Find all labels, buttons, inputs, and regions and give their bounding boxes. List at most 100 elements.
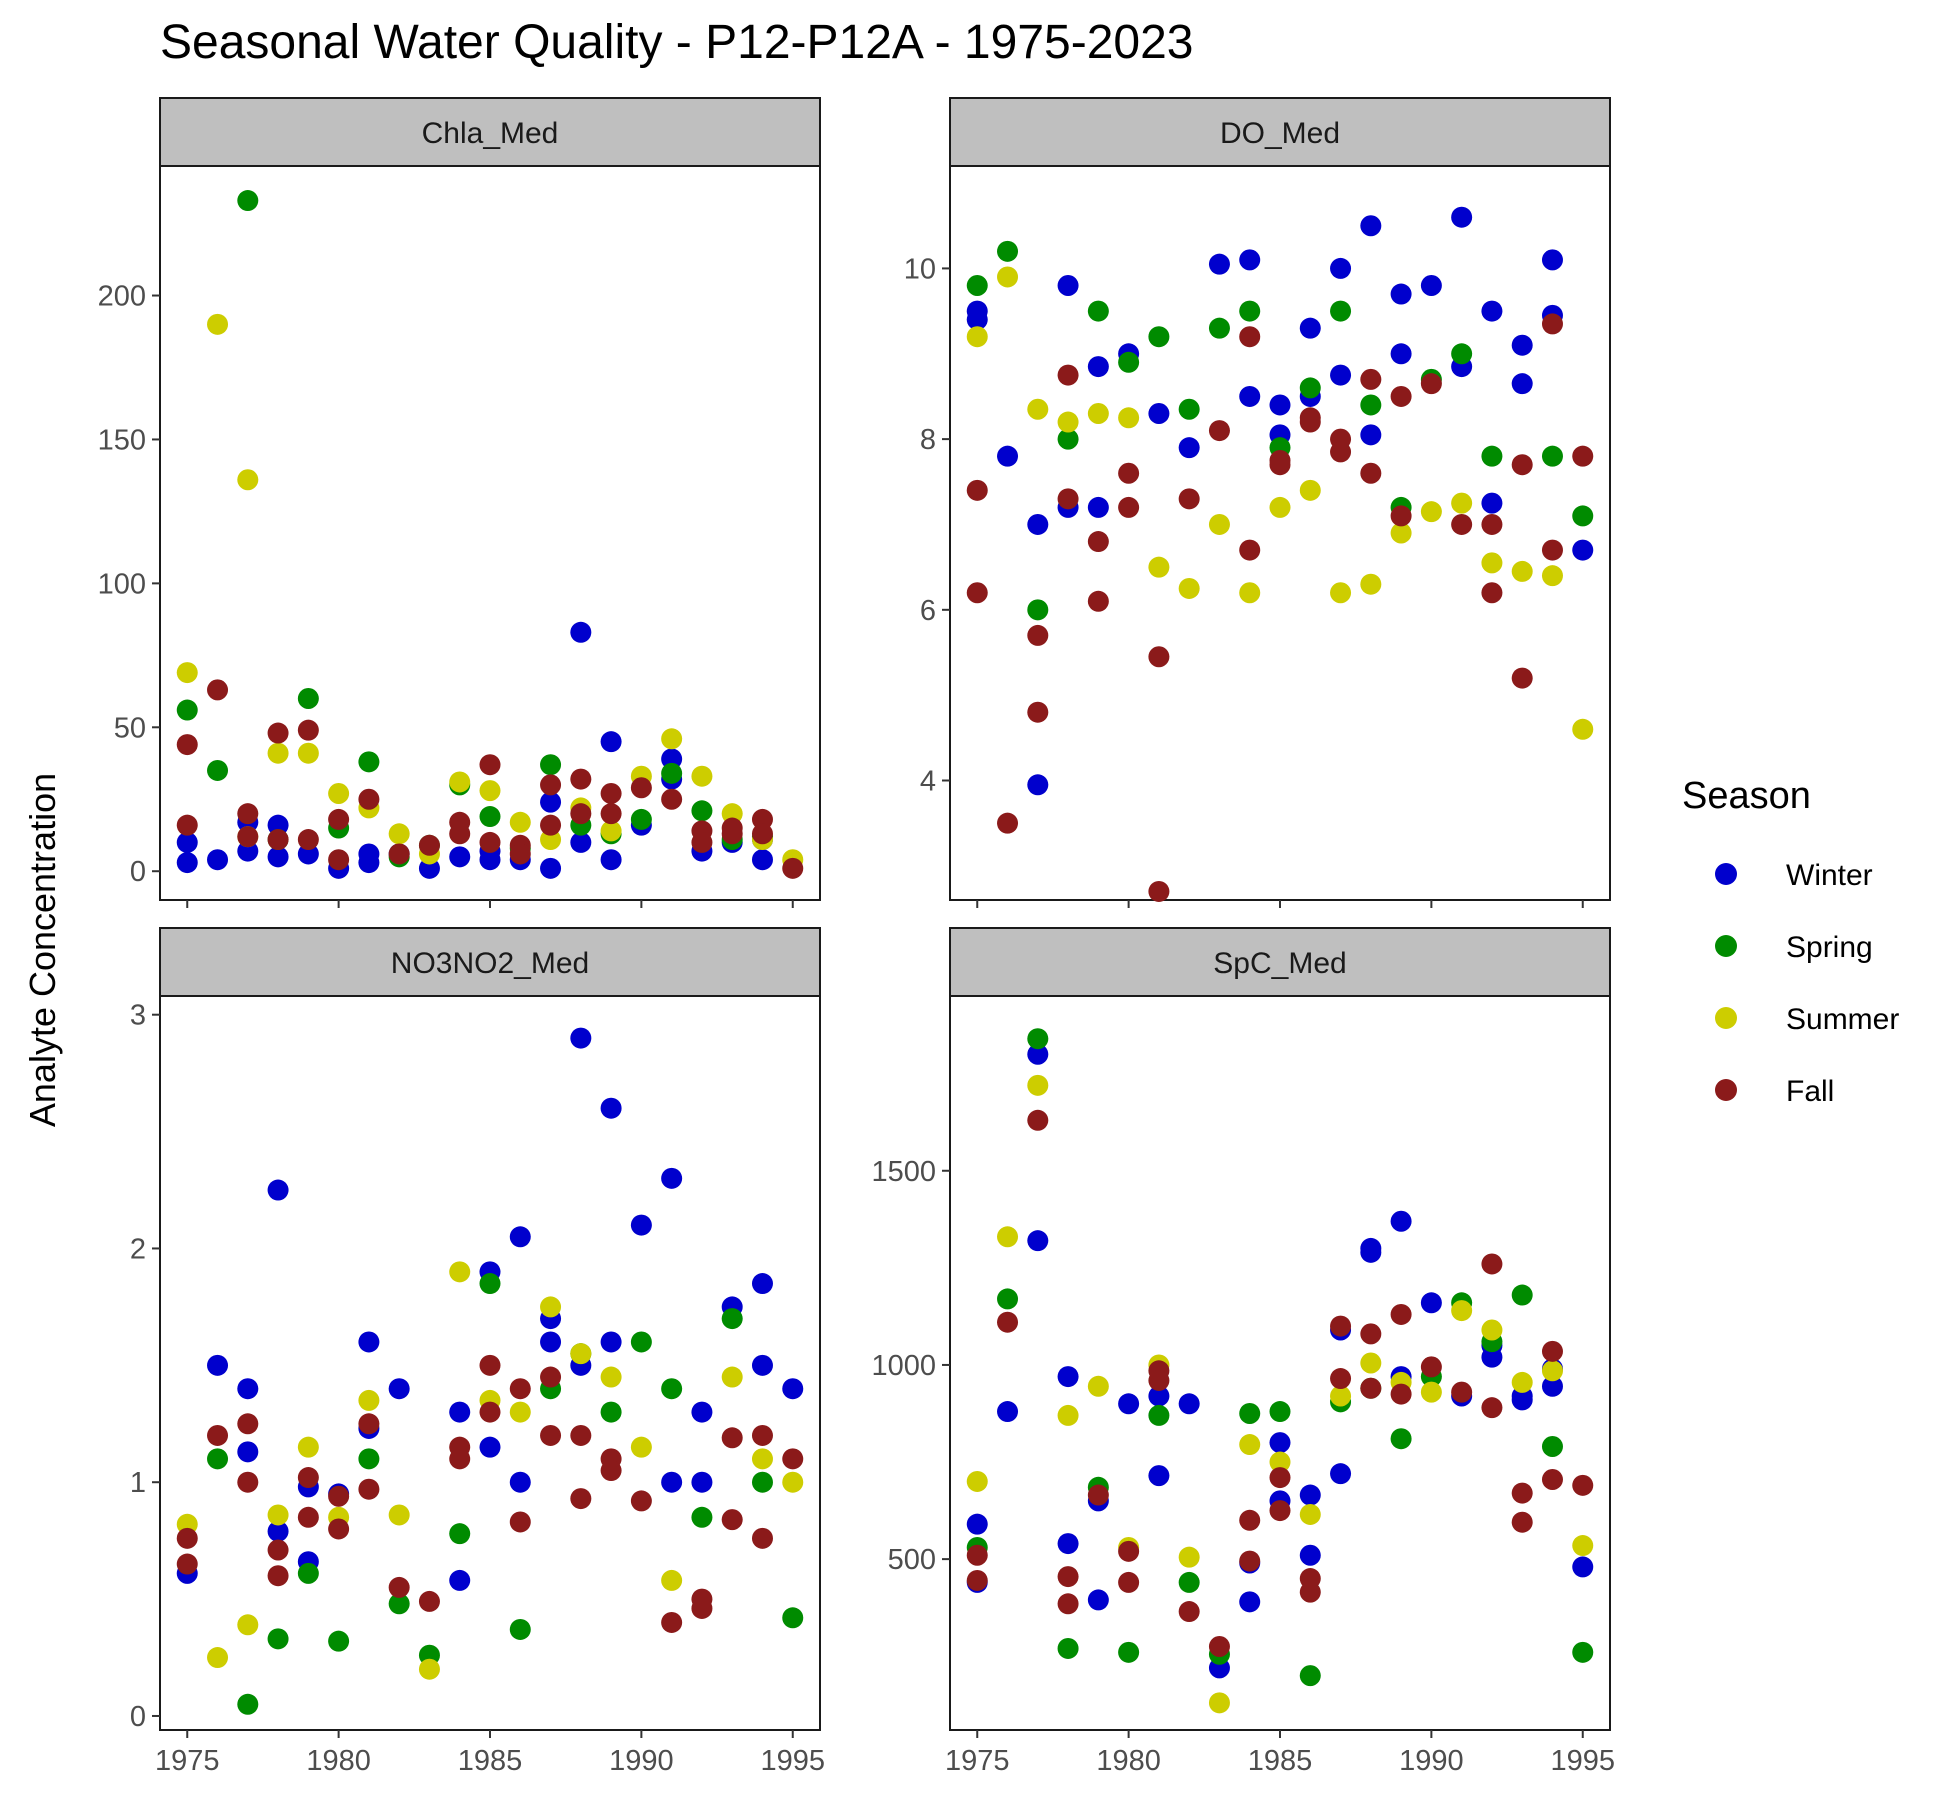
data-point-fall: [418, 1590, 440, 1612]
data-point-summer: [388, 823, 410, 845]
data-point-summer: [509, 1401, 531, 1423]
data-point-spring: [1057, 1637, 1079, 1659]
data-point-spring: [237, 1693, 259, 1715]
data-point-summer: [176, 662, 198, 684]
legend-label: Spring: [1786, 931, 1873, 964]
data-point-spring: [751, 1471, 773, 1493]
series-summer: [966, 266, 1594, 740]
data-point-fall: [1481, 1253, 1503, 1275]
data-point-summer: [1148, 556, 1170, 578]
data-point-summer: [630, 1436, 652, 1458]
data-point-summer: [297, 742, 319, 764]
data-point-winter: [1208, 253, 1230, 275]
data-point-spring: [1451, 343, 1473, 365]
data-point-fall: [1360, 1323, 1382, 1345]
y-tick-label: 2: [130, 1233, 146, 1265]
data-point-fall: [449, 1448, 471, 1470]
data-point-winter: [509, 1226, 531, 1248]
data-point-winter: [1390, 1210, 1412, 1232]
data-point-fall: [1330, 1368, 1352, 1390]
data-point-fall: [1269, 1467, 1291, 1489]
data-point-fall: [1178, 1601, 1200, 1623]
data-point-fall: [328, 849, 350, 871]
data-point-fall: [1178, 488, 1200, 510]
x-tick-label: 1995: [760, 1745, 825, 1777]
data-point-summer: [1208, 513, 1230, 535]
data-point-summer: [997, 1226, 1019, 1248]
series-summer: [966, 1074, 1594, 1714]
data-point-fall: [1057, 364, 1079, 386]
data-point-winter: [600, 849, 622, 871]
data-point-summer: [661, 728, 683, 750]
data-point-spring: [1481, 445, 1503, 467]
data-point-fall: [751, 808, 773, 830]
y-tick-label: 1000: [871, 1350, 936, 1382]
data-point-spring: [630, 1331, 652, 1353]
data-point-fall: [540, 1424, 562, 1446]
data-point-winter: [479, 1436, 501, 1458]
data-point-fall: [570, 803, 592, 825]
data-point-winter: [449, 1401, 471, 1423]
data-point-winter: [1420, 274, 1442, 296]
strip-label: SpC_Med: [1213, 947, 1346, 980]
data-point-winter: [1087, 1589, 1109, 1611]
data-point-fall: [721, 823, 743, 845]
data-point-summer: [966, 326, 988, 348]
data-point-summer: [1208, 1692, 1230, 1714]
y-tick-label: 50: [114, 712, 146, 744]
data-point-spring: [1299, 1665, 1321, 1687]
data-point-summer: [1541, 1360, 1563, 1382]
data-point-summer: [782, 1471, 804, 1493]
data-point-fall: [1390, 385, 1412, 407]
data-point-summer: [1572, 718, 1594, 740]
legend-entry-summer: Summer: [1715, 1003, 1899, 1036]
data-point-summer: [1027, 1074, 1049, 1096]
data-point-fall: [997, 812, 1019, 834]
data-point-spring: [297, 1562, 319, 1584]
data-point-fall: [388, 1576, 410, 1598]
data-point-fall: [207, 679, 229, 701]
data-point-summer: [721, 803, 743, 825]
y-tick-label: 1: [130, 1467, 146, 1499]
legend-label: Fall: [1786, 1075, 1834, 1108]
data-point-winter: [570, 831, 592, 853]
data-point-summer: [1299, 479, 1321, 501]
data-point-winter: [176, 831, 198, 853]
data-point-spring: [1057, 428, 1079, 450]
data-point-summer: [237, 469, 259, 491]
data-point-summer: [1118, 407, 1140, 429]
data-point-fall: [176, 1553, 198, 1575]
data-point-spring: [997, 240, 1019, 262]
data-point-spring: [297, 688, 319, 710]
data-point-fall: [1541, 1469, 1563, 1491]
data-point-spring: [1178, 1571, 1200, 1593]
data-point-winter: [782, 1378, 804, 1400]
data-point-summer: [267, 1504, 289, 1526]
data-point-winter: [540, 791, 562, 813]
data-point-fall: [1541, 1340, 1563, 1362]
data-point-fall: [1541, 539, 1563, 561]
data-point-summer: [1299, 1503, 1321, 1525]
x-tick-label: 1980: [1096, 1745, 1161, 1777]
data-point-fall: [691, 1597, 713, 1619]
data-point-winter: [358, 843, 380, 865]
data-point-winter: [1087, 356, 1109, 378]
data-point-winter: [751, 1354, 773, 1376]
data-point-spring: [388, 1593, 410, 1615]
data-point-winter: [751, 849, 773, 871]
data-point-summer: [449, 1261, 471, 1283]
data-point-winter: [600, 1097, 622, 1119]
legend-key-winter: [1715, 863, 1737, 885]
data-point-summer: [540, 829, 562, 851]
data-point-spring: [449, 1523, 471, 1545]
panel-do-med: DO_Med 4 6 8 10: [904, 97, 1611, 908]
data-point-spring: [1239, 1402, 1261, 1424]
legend-key-summer: [1715, 1007, 1737, 1029]
data-point-winter: [1148, 403, 1170, 425]
data-point-summer: [297, 1436, 319, 1458]
data-point-fall: [297, 1467, 319, 1489]
data-point-winter: [449, 846, 471, 868]
data-point-fall: [1330, 441, 1352, 463]
data-point-summer: [1027, 398, 1049, 420]
